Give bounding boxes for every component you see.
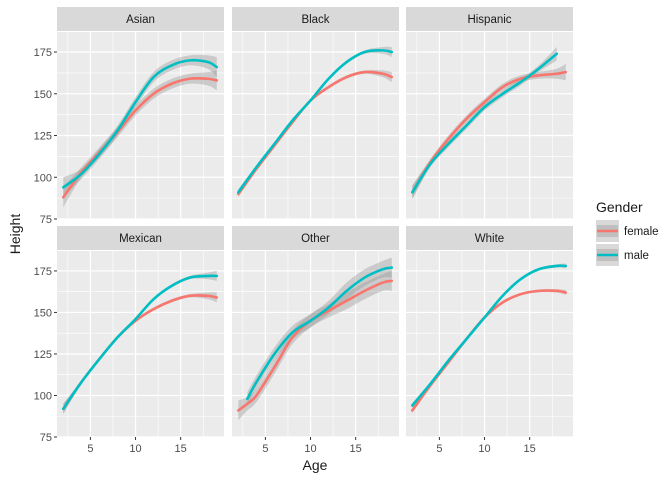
x-tick-label: 5 bbox=[436, 443, 442, 455]
facet-strip bbox=[57, 226, 224, 250]
x-tick-label: 5 bbox=[87, 443, 93, 455]
facet-panel-other: Other 5 10 15 bbox=[232, 226, 399, 455]
facet-panel-black: Black bbox=[232, 7, 399, 220]
facet-strip bbox=[232, 226, 399, 250]
panel-background bbox=[406, 251, 573, 437]
y-tick-label: 150 bbox=[34, 307, 52, 319]
y-tick-label: 125 bbox=[34, 131, 52, 143]
y-tick-label: 100 bbox=[34, 172, 52, 184]
x-tick-label: 10 bbox=[304, 443, 316, 455]
panel-background bbox=[232, 32, 399, 219]
y-tick-label: 175 bbox=[34, 47, 52, 59]
facet-strip bbox=[406, 7, 573, 31]
panel-background bbox=[57, 32, 224, 219]
legend: Gender female male bbox=[596, 199, 659, 266]
panel-background bbox=[57, 251, 224, 437]
confidence-band-female bbox=[412, 63, 566, 199]
y-tick-label: 150 bbox=[34, 89, 52, 101]
facet-title: White bbox=[475, 233, 504, 245]
series-line-female bbox=[411, 70, 568, 194]
facet-title: Black bbox=[301, 14, 329, 26]
facet-title: Other bbox=[301, 233, 330, 245]
y-axis-title: Height bbox=[7, 214, 23, 255]
confidence-band-male bbox=[412, 47, 557, 199]
series-line-male bbox=[411, 264, 568, 407]
facet-panel-asian: Asian 75 100 125 150 175 bbox=[34, 7, 224, 226]
facet-strip bbox=[57, 7, 224, 31]
x-tick-label: 15 bbox=[350, 443, 362, 455]
y-tick-label: 100 bbox=[34, 390, 52, 402]
y-tick-label: 75 bbox=[40, 432, 52, 444]
legend-label-female: female bbox=[624, 226, 659, 238]
confidence-band-female bbox=[63, 70, 217, 208]
x-tick-label: 5 bbox=[262, 443, 268, 455]
facet-title: Hispanic bbox=[467, 14, 511, 26]
series-line-male bbox=[62, 58, 219, 189]
facet-panel-white: White 5 10 15 bbox=[406, 226, 573, 455]
x-tick-label: 10 bbox=[129, 443, 141, 455]
panel-background bbox=[232, 251, 399, 437]
y-tick-label: 75 bbox=[40, 214, 52, 226]
legend-label-male: male bbox=[624, 250, 649, 262]
x-tick-label: 15 bbox=[524, 443, 536, 455]
legend-title: Gender bbox=[596, 199, 643, 215]
series-line-female bbox=[62, 77, 219, 199]
x-tick-label: 15 bbox=[175, 443, 187, 455]
y-tick-label: 175 bbox=[34, 266, 52, 278]
facet-title: Mexican bbox=[119, 233, 162, 245]
series-line-male bbox=[246, 266, 394, 401]
facet-strip bbox=[406, 226, 573, 250]
facet-title: Asian bbox=[126, 14, 155, 26]
series-line-male bbox=[62, 274, 219, 411]
y-tick-label: 125 bbox=[34, 349, 52, 361]
x-tick-label: 10 bbox=[478, 443, 490, 455]
x-axis-title: Age bbox=[303, 457, 328, 473]
series-line-male bbox=[237, 49, 394, 194]
facet-panel-hispanic: Hispanic bbox=[406, 7, 573, 220]
facet-panel-mexican: Mexican 75 100 125 150 175 5 10 15 bbox=[34, 226, 224, 455]
series-line-male bbox=[411, 52, 559, 194]
facet-strip bbox=[232, 7, 399, 31]
